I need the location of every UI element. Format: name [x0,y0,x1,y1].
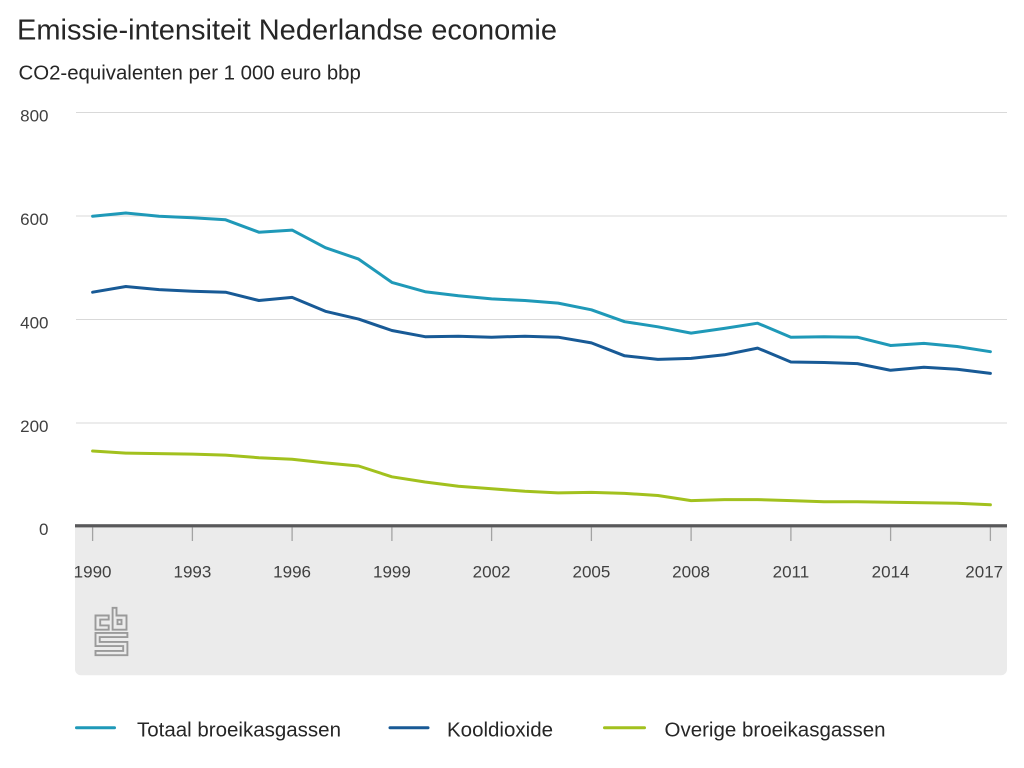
svg-text:1990: 1990 [74,563,112,582]
svg-text:2008: 2008 [672,563,710,582]
svg-text:1996: 1996 [273,563,311,582]
svg-text:CO2-equivalenten per 1 000 eur: CO2-equivalenten per 1 000 euro bbp [19,63,361,85]
svg-text:2014: 2014 [872,563,910,582]
svg-text:200: 200 [20,417,48,436]
svg-text:Overige broeikasgassen: Overige broeikasgassen [665,718,886,741]
svg-text:2002: 2002 [473,563,511,582]
svg-text:Totaal broeikasgassen: Totaal broeikasgassen [137,718,341,741]
svg-text:400: 400 [20,313,48,332]
svg-text:800: 800 [20,106,48,125]
svg-text:Emissie-intensiteit Nederlands: Emissie-intensiteit Nederlandse economie [17,15,557,47]
svg-text:0: 0 [39,520,48,539]
svg-text:600: 600 [20,210,48,229]
svg-text:Kooldioxide: Kooldioxide [447,718,553,741]
svg-text:1993: 1993 [173,563,211,582]
svg-text:1999: 1999 [373,563,411,582]
svg-text:2011: 2011 [773,563,810,582]
svg-text:2005: 2005 [572,563,610,582]
svg-text:2017: 2017 [965,563,1003,582]
